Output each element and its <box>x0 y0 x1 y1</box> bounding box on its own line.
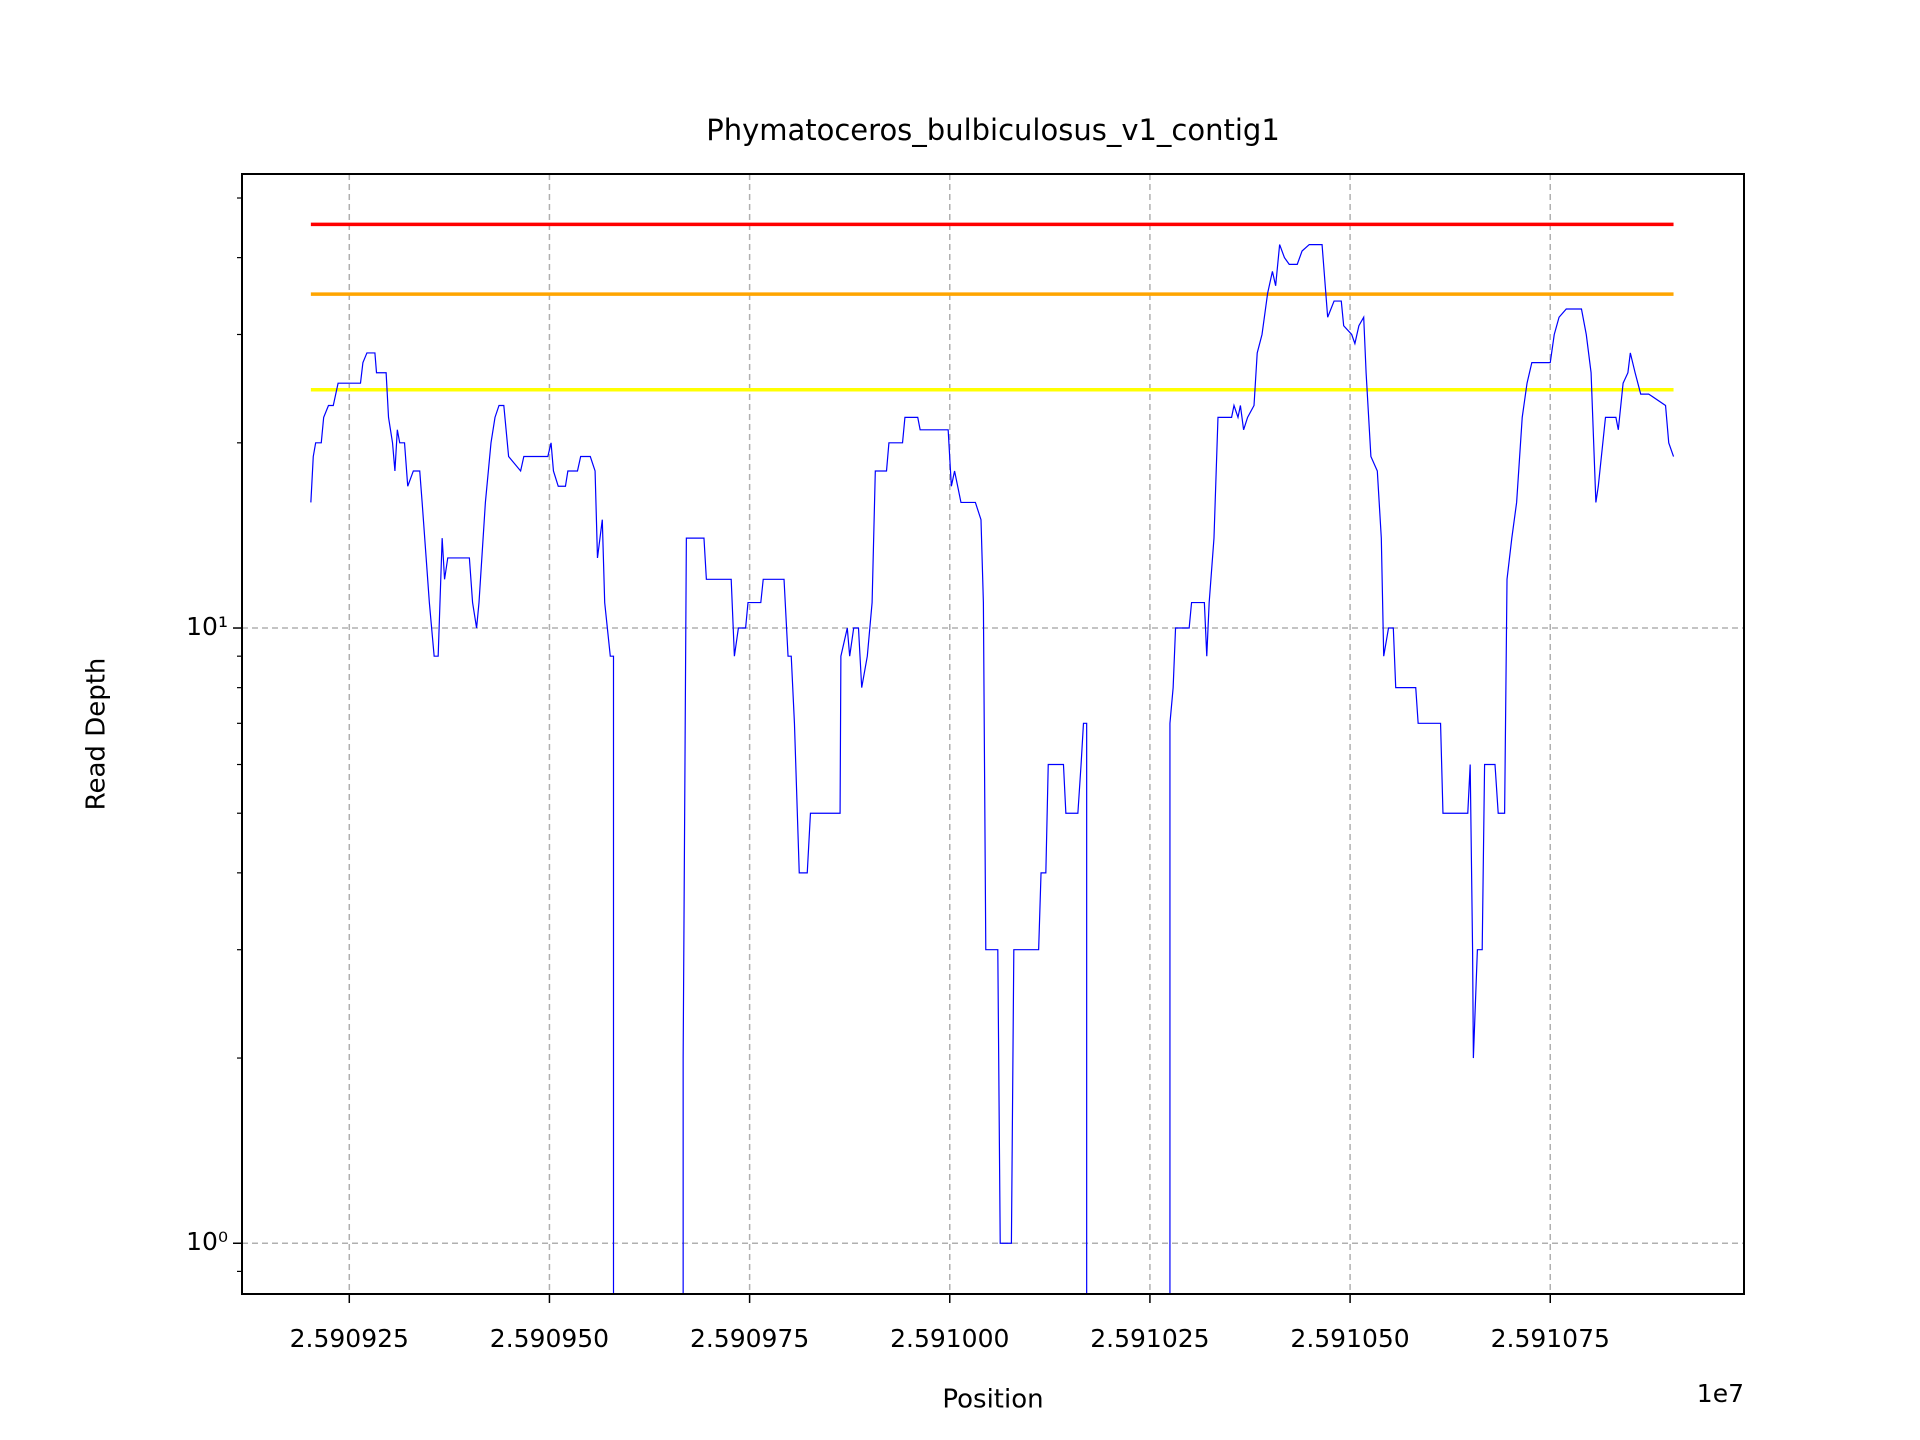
grid <box>242 174 1744 1294</box>
x-tick-label: 2.591075 <box>1491 1324 1610 1353</box>
x-tick-label: 2.591050 <box>1290 1324 1409 1353</box>
x-tick-label: 2.590950 <box>490 1324 609 1353</box>
x-tick-label: 2.590975 <box>690 1324 809 1353</box>
ticks: 2.590925 2.590950 2.590975 2.591000 2.591025… <box>186 197 1610 1353</box>
plot-area <box>310 222 1675 1294</box>
y-tick-label: 10⁰ <box>186 1227 228 1256</box>
x-tick-label: 2.591025 <box>1090 1324 1209 1353</box>
y-axis-label: Read Depth <box>82 658 112 811</box>
x-axis-label: Position <box>942 1385 1043 1415</box>
chart-title: Phymatoceros_bulbiculosus_v1_contig1 <box>706 113 1280 147</box>
axes-frame <box>241 173 1745 1295</box>
series-line <box>310 243 1675 1294</box>
x-tick-label: 2.591000 <box>890 1324 1009 1353</box>
x-offset-label: 1e7 <box>1697 1379 1744 1408</box>
x-tick-label: 2.590925 <box>290 1324 409 1353</box>
y-tick-label: 10¹ <box>186 612 228 641</box>
